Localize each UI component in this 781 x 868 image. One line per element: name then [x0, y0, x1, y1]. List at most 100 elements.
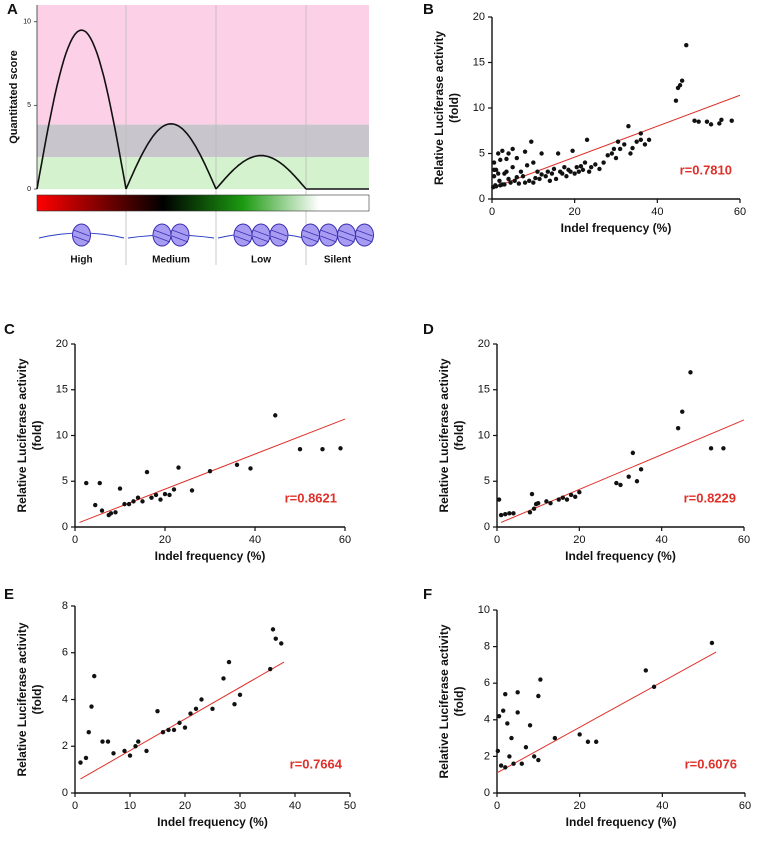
- nucleosome-band: [252, 229, 270, 237]
- data-point: [643, 668, 648, 673]
- data-point: [584, 137, 590, 143]
- data-point: [171, 487, 177, 492]
- data-point: [108, 511, 114, 516]
- x-tick-label: 40: [651, 206, 663, 218]
- data-point: [226, 659, 232, 665]
- y-tick-label: 0: [484, 787, 490, 799]
- data-point: [574, 164, 579, 170]
- data-point: [100, 739, 105, 744]
- data-point: [582, 160, 588, 165]
- y-tick-label: 8: [62, 600, 68, 612]
- fit-line: [79, 418, 346, 523]
- data-point: [555, 151, 561, 156]
- y-tick-label: 4: [484, 714, 490, 726]
- data-point: [531, 160, 536, 165]
- data-point: [586, 169, 592, 174]
- data-point: [270, 627, 276, 632]
- nucleosome-band: [270, 235, 288, 243]
- nucleosome-band: [320, 229, 337, 237]
- fit-line: [80, 661, 285, 780]
- x-tick-label: 20: [573, 534, 585, 546]
- data-point: [495, 748, 501, 754]
- y-tick-label: 15: [473, 56, 485, 68]
- data-point: [496, 497, 502, 502]
- data-point: [708, 446, 714, 451]
- data-point: [533, 175, 538, 181]
- data-point: [568, 169, 573, 174]
- y-tick-label: 5: [479, 147, 485, 159]
- data-point: [166, 727, 171, 733]
- data-point: [539, 151, 544, 156]
- x-tick-label: 0: [72, 534, 78, 546]
- data-point: [523, 745, 529, 750]
- data-point: [182, 725, 188, 730]
- data-point: [544, 499, 549, 504]
- data-point: [501, 708, 506, 713]
- data-point: [507, 754, 512, 759]
- y-tick-label: 8: [484, 641, 490, 653]
- panel-label: F: [423, 586, 432, 603]
- data-point: [273, 636, 278, 641]
- y-tick-label: 10: [56, 429, 68, 441]
- data-point: [135, 495, 141, 500]
- y-axis-label: (fold): [452, 687, 466, 717]
- data-point: [144, 469, 150, 475]
- x-axis-label: Indel frequency (%): [566, 815, 677, 829]
- x-axis-label: Indel frequency (%): [157, 815, 268, 829]
- data-point: [527, 723, 533, 728]
- x-tick-label: 60: [739, 800, 751, 812]
- x-tick-label: 60: [734, 206, 746, 218]
- y-tick-label: 15: [478, 384, 490, 396]
- data-point: [638, 137, 643, 143]
- category-label: Low: [251, 255, 271, 266]
- data-point: [122, 748, 127, 754]
- data-point: [496, 171, 501, 176]
- data-point: [140, 499, 145, 504]
- nucleosome-band: [73, 235, 90, 243]
- data-point: [503, 691, 508, 697]
- y-tick-label: 2: [62, 740, 68, 752]
- data-point: [511, 511, 516, 516]
- data-point: [131, 499, 136, 504]
- data-point: [522, 149, 528, 154]
- data-point: [511, 761, 516, 766]
- data-point: [548, 501, 553, 506]
- data-point: [556, 497, 561, 502]
- data-point: [493, 184, 499, 189]
- data-point: [642, 142, 648, 147]
- x-axis-label: Indel frequency (%): [565, 549, 676, 563]
- data-point: [560, 171, 565, 176]
- data-point: [89, 704, 94, 709]
- nucleosome-band: [302, 235, 319, 243]
- data-point: [597, 166, 602, 172]
- data-point: [93, 502, 98, 508]
- data-point: [580, 167, 586, 173]
- data-point: [560, 495, 566, 500]
- data-point: [675, 425, 681, 431]
- data-point: [529, 139, 534, 144]
- data-point: [248, 466, 253, 471]
- data-point: [160, 730, 166, 735]
- data-point: [535, 169, 540, 174]
- data-point: [297, 447, 303, 452]
- y-tick-label: 20: [478, 338, 490, 350]
- data-point: [210, 706, 215, 712]
- data-point: [99, 508, 105, 513]
- data-point: [717, 121, 722, 126]
- data-point: [167, 492, 172, 498]
- panel-label: B: [423, 1, 434, 18]
- data-point: [503, 765, 508, 770]
- data-point: [491, 160, 497, 165]
- data-point: [510, 164, 515, 170]
- y-tick-label: 5: [484, 475, 490, 487]
- fit-line: [500, 419, 745, 523]
- data-point: [538, 677, 543, 682]
- data-point: [572, 171, 577, 176]
- data-point: [568, 492, 574, 498]
- data-point: [207, 468, 213, 474]
- nucleosome-band: [171, 229, 189, 237]
- score-band: [37, 124, 369, 158]
- data-point: [92, 673, 97, 679]
- y-tick-label: 15: [56, 384, 68, 396]
